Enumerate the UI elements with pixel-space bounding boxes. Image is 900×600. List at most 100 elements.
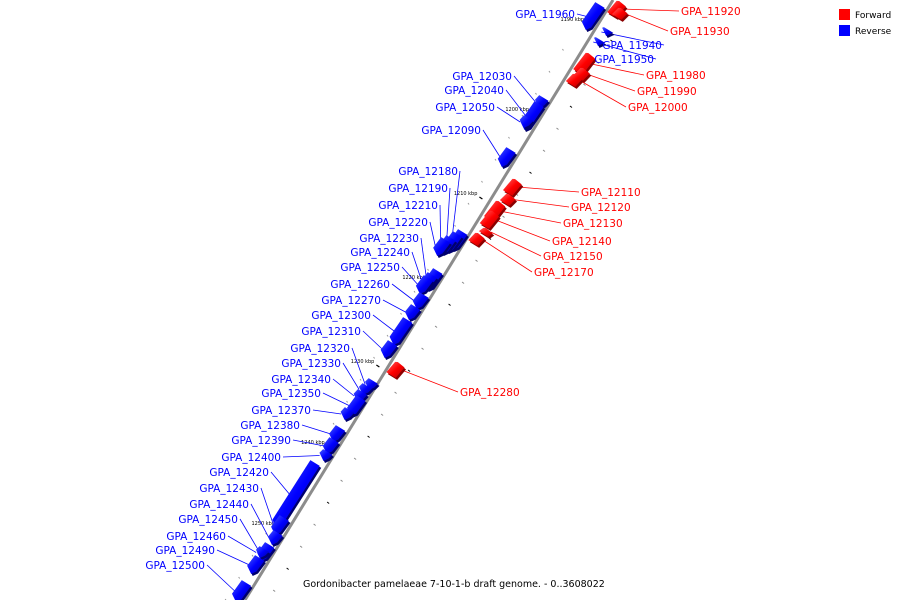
gene-label-gpa-12490[interactable]: GPA_12490 xyxy=(155,545,215,557)
gene-label-gpa-12300[interactable]: GPA_12300 xyxy=(311,310,371,322)
leader-gpa-12490 xyxy=(216,549,250,566)
leader-gpa-12280 xyxy=(400,369,459,393)
tick-label: 1250 kbp xyxy=(251,521,275,527)
gene-label-gpa-12440[interactable]: GPA_12440 xyxy=(189,499,249,511)
gene-label-gpa-12500[interactable]: GPA_12500 xyxy=(145,560,205,572)
gene-label-gpa-12260[interactable]: GPA_12260 xyxy=(330,279,390,291)
gene-feature-gpa-12440[interactable] xyxy=(267,530,283,545)
gene-feature-gpa-12390[interactable] xyxy=(322,437,339,454)
gene-feature-gpa-12150[interactable] xyxy=(478,227,493,237)
gene-feature-gpa-11930[interactable] xyxy=(611,7,628,20)
legend: Forward Reverse xyxy=(839,9,892,37)
gene-feature-gpa-12140[interactable] xyxy=(479,210,500,229)
gene-label-gpa-12450[interactable]: GPA_12450 xyxy=(178,514,238,526)
strand-marker xyxy=(386,334,389,337)
leader-gpa-12140 xyxy=(494,219,551,242)
gene-feature-gpa-12120[interactable] xyxy=(499,193,516,206)
gene-label-gpa-12040[interactable]: GPA_12040 xyxy=(444,85,504,97)
gene-label-gpa-12280[interactable]: GPA_12280 xyxy=(460,387,520,399)
gene-label-gpa-12190[interactable]: GPA_12190 xyxy=(388,183,448,195)
leader-gpa-12090 xyxy=(482,129,501,158)
leader-gpa-12000 xyxy=(578,79,627,108)
gene-label-gpa-12330[interactable]: GPA_12330 xyxy=(281,358,341,370)
gene-feature-gpa-12310[interactable] xyxy=(380,340,398,358)
gene-feature-gpa-12090[interactable] xyxy=(497,147,516,167)
gene-label-gpa-12050[interactable]: GPA_12050 xyxy=(435,102,495,114)
gene-label-gpa-11990[interactable]: GPA_11990 xyxy=(637,86,697,98)
gene-feature-gpa-11950[interactable] xyxy=(593,37,606,46)
gene-feature-gpa-12460[interactable] xyxy=(255,546,269,558)
leader-gpa-12180 xyxy=(451,170,461,241)
gene-label-gpa-12430[interactable]: GPA_12430 xyxy=(199,483,259,495)
gene-feature-gpa-12170[interactable] xyxy=(468,232,485,246)
gene-feature-gpa-12400[interactable] xyxy=(319,449,333,461)
gene-feature-gpa-12280[interactable] xyxy=(386,361,405,378)
gene-label-gpa-12420[interactable]: GPA_12420 xyxy=(209,467,269,479)
legend-forward-swatch xyxy=(839,9,850,20)
gene-label-gpa-11920[interactable]: GPA_11920 xyxy=(681,6,741,18)
gene-label-gpa-12340[interactable]: GPA_12340 xyxy=(271,374,331,386)
leader-gpa-12310 xyxy=(362,330,383,350)
gene-feature-gpa-12350[interactable] xyxy=(347,395,366,416)
gene-feature-gpa-12380[interactable] xyxy=(329,425,346,442)
gene-feature-gpa-12050[interactable] xyxy=(519,115,534,128)
strand-marker xyxy=(421,347,424,350)
legend-forward-label: Forward xyxy=(855,11,891,21)
gene-features xyxy=(231,0,630,600)
gene-feature-gpa-11920[interactable] xyxy=(607,0,626,18)
strand-marker xyxy=(448,303,451,306)
gene-feature-gpa-12250[interactable] xyxy=(415,275,434,294)
gene-label-gpa-11930[interactable]: GPA_11930 xyxy=(670,26,730,38)
gene-feature-gpa-12110[interactable] xyxy=(502,178,522,196)
gene-label-gpa-12030[interactable]: GPA_12030 xyxy=(452,71,512,83)
gene-feature-gpa-12490[interactable] xyxy=(247,555,265,574)
gene-feature-gpa-12260[interactable] xyxy=(412,292,429,309)
gene-label-gpa-11960[interactable]: GPA_11960 xyxy=(515,9,575,21)
gene-label-gpa-12240[interactable]: GPA_12240 xyxy=(350,247,410,259)
gene-label-gpa-12150[interactable]: GPA_12150 xyxy=(543,251,603,263)
gene-label-gpa-12310[interactable]: GPA_12310 xyxy=(301,326,361,338)
gene-label-gpa-12380[interactable]: GPA_12380 xyxy=(240,420,300,432)
gene-label-gpa-11950[interactable]: GPA_11950 xyxy=(594,54,654,66)
gene-label-gpa-12180[interactable]: GPA_12180 xyxy=(398,166,458,178)
strand-marker xyxy=(548,70,551,73)
gene-label-gpa-12270[interactable]: GPA_12270 xyxy=(321,295,381,307)
leader-gpa-11980 xyxy=(588,63,645,76)
gene-label-gpa-12400[interactable]: GPA_12400 xyxy=(221,452,281,464)
gene-feature-gpa-12220[interactable] xyxy=(433,237,451,256)
strand-marker xyxy=(394,391,397,394)
gene-label-gpa-12210[interactable]: GPA_12210 xyxy=(378,200,438,212)
gene-label-gpa-12250[interactable]: GPA_12250 xyxy=(340,262,400,274)
gene-label-gpa-12000[interactable]: GPA_12000 xyxy=(628,102,688,114)
strand-marker xyxy=(610,39,613,42)
gene-feature-gpa-12370[interactable] xyxy=(340,407,355,420)
leader-gpa-12450 xyxy=(239,518,260,553)
gene-label-gpa-11980[interactable]: GPA_11980 xyxy=(646,70,706,82)
gene-feature-gpa-12430[interactable] xyxy=(271,515,289,535)
gene-feature-gpa-11940[interactable] xyxy=(602,27,614,36)
strand-marker xyxy=(286,567,289,570)
gene-feature-gpa-11980[interactable] xyxy=(573,52,596,75)
gene-feature-gpa-12270[interactable] xyxy=(404,304,421,320)
gene-label-gpa-12120[interactable]: GPA_12120 xyxy=(571,202,631,214)
gene-label-gpa-12370[interactable]: GPA_12370 xyxy=(251,405,311,417)
gene-feature-gpa-12300[interactable] xyxy=(389,317,413,345)
gene-feature-gpa-11960[interactable] xyxy=(581,2,605,31)
gene-label-gpa-12230[interactable]: GPA_12230 xyxy=(359,233,419,245)
gene-label-gpa-12220[interactable]: GPA_12220 xyxy=(368,217,428,229)
gene-label-gpa-12460[interactable]: GPA_12460 xyxy=(166,531,226,543)
gene-label-gpa-12130[interactable]: GPA_12130 xyxy=(563,218,623,230)
gene-label-gpa-12090[interactable]: GPA_12090 xyxy=(421,125,481,137)
gene-label-gpa-12350[interactable]: GPA_12350 xyxy=(261,388,321,400)
gene-label-gpa-11940[interactable]: GPA_11940 xyxy=(602,40,662,52)
gene-label-gpa-12170[interactable]: GPA_12170 xyxy=(534,267,594,279)
gene-label-gpa-12320[interactable]: GPA_12320 xyxy=(290,343,350,355)
leader-gpa-12500 xyxy=(206,564,236,592)
gene-feature-gpa-12000[interactable] xyxy=(565,73,583,87)
gene-label-gpa-12390[interactable]: GPA_12390 xyxy=(231,435,291,447)
gene-feature-gpa-12500[interactable] xyxy=(231,580,252,600)
gene-label-gpa-12110[interactable]: GPA_12110 xyxy=(581,187,641,199)
gene-feature-gpa-12420[interactable] xyxy=(272,460,320,528)
gene-labels: GPA_11920 GPA_11930 GPA_11940 GPA_11950 GPA_… xyxy=(145,6,740,572)
gene-label-gpa-12140[interactable]: GPA_12140 xyxy=(552,236,612,248)
